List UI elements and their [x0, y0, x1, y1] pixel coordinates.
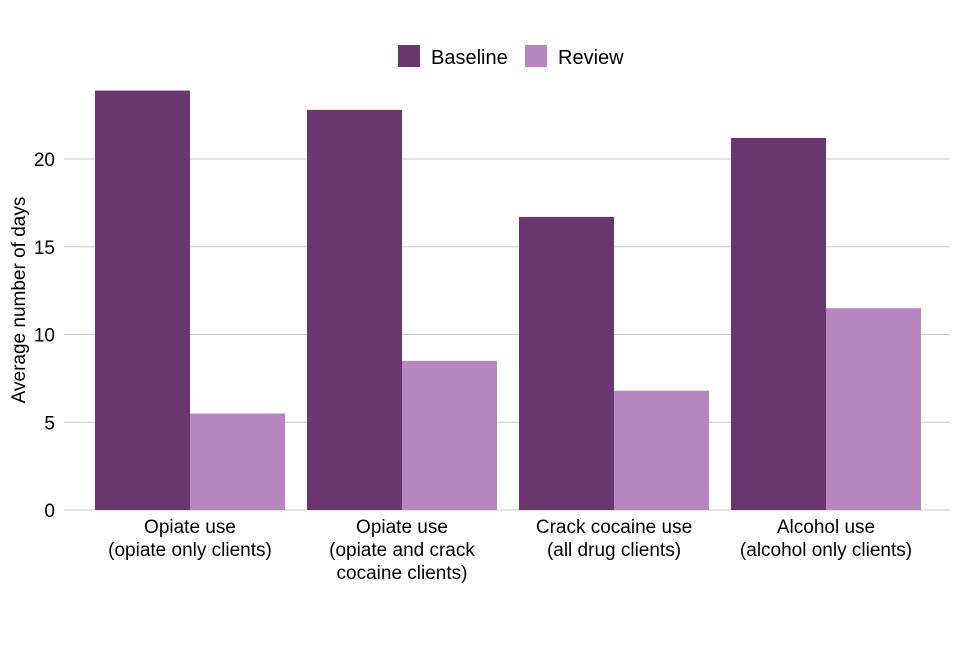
x-category-label-line: (opiate and crack: [329, 540, 475, 561]
x-category-label-line: Opiate use: [356, 517, 448, 538]
bar-review-0: [190, 413, 285, 510]
legend: Baseline Review: [398, 45, 624, 69]
x-category-label-line: (opiate only clients): [108, 540, 272, 561]
x-category-label: Crack cocaine use (all drug clients): [536, 517, 692, 561]
bar-baseline-0: [95, 90, 190, 511]
legend-label-review: Review: [558, 47, 624, 69]
bar-review-2: [614, 390, 709, 510]
x-category-label-line: cocaine clients): [337, 563, 468, 584]
legend-swatch-review: [525, 45, 547, 67]
bar-review-1: [402, 360, 497, 510]
x-category-label-line: Opiate use: [144, 517, 236, 538]
y-tick-label: 10: [34, 326, 55, 347]
bars: [95, 90, 921, 511]
x-category-label-line: Alcohol use: [777, 517, 875, 538]
x-category-label-line: (alcohol only clients): [740, 540, 912, 561]
legend-swatch-baseline: [398, 45, 420, 67]
y-tick-label: 15: [34, 238, 55, 259]
y-tick-label: 0: [44, 501, 55, 522]
y-tick-label: 5: [44, 413, 55, 434]
y-tick-label: 20: [34, 150, 55, 171]
bar-review-3: [826, 308, 921, 510]
y-axis-title: Average number of days: [9, 197, 30, 404]
x-category-label-line: Crack cocaine use: [536, 517, 692, 538]
x-category-label-line: (all drug clients): [547, 540, 681, 561]
x-category-labels: Opiate use (opiate only clients)Opiate us…: [108, 517, 912, 584]
x-category-label: Alcohol use (alcohol only clients): [740, 517, 912, 561]
x-category-label: Opiate use (opiate and crack cocaine clien…: [329, 517, 475, 584]
x-category-label: Opiate use (opiate only clients): [108, 517, 272, 561]
legend-label-baseline: Baseline: [431, 47, 508, 69]
y-tick-labels: 0 5 10 15 20: [34, 150, 55, 522]
bar-baseline-2: [519, 216, 614, 511]
bar-baseline-3: [731, 137, 826, 510]
bar-baseline-1: [307, 109, 402, 511]
